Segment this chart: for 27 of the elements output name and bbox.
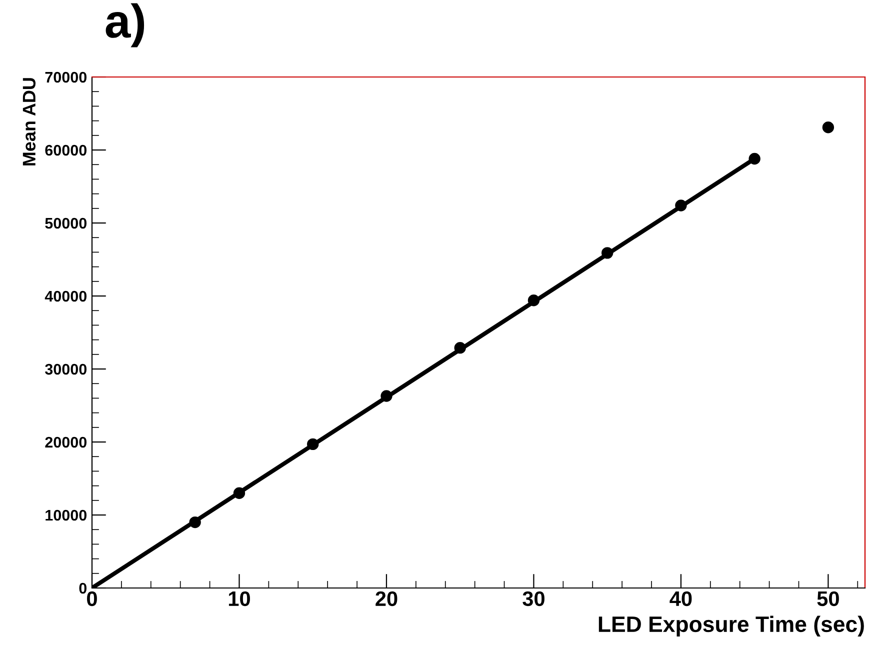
y-tick-label: 10000 [46,510,87,521]
chart-title: a) [106,3,144,48]
x-tick-label: 50 [817,591,839,606]
point [528,294,540,306]
point [822,122,834,134]
x-tick-label: 0 [87,591,97,606]
point [233,487,246,499]
y-tick-label: 20000 [45,436,87,448]
y-tick-label: 0 [79,582,87,594]
point [601,247,614,259]
point [454,342,466,354]
point [380,390,392,402]
x-tick-label: 10 [228,591,250,606]
y-tick-label: 40000 [44,290,87,302]
point [307,438,319,450]
y-tick-label: 50000 [45,218,87,229]
x-axis-title: LED Exposure Time (sec) [598,616,864,636]
point [675,200,687,212]
y-tick-label: 70000 [45,72,87,83]
point [748,152,760,165]
y-axis-title: Mean ADU [22,78,36,166]
y-tick-label: 60000 [45,144,87,156]
y-tick-label: 30000 [45,364,87,375]
x-tick-label: 20 [376,591,398,606]
x-tick-label: 40 [670,591,692,606]
x-tick-label: 30 [522,591,544,606]
point [189,516,201,528]
